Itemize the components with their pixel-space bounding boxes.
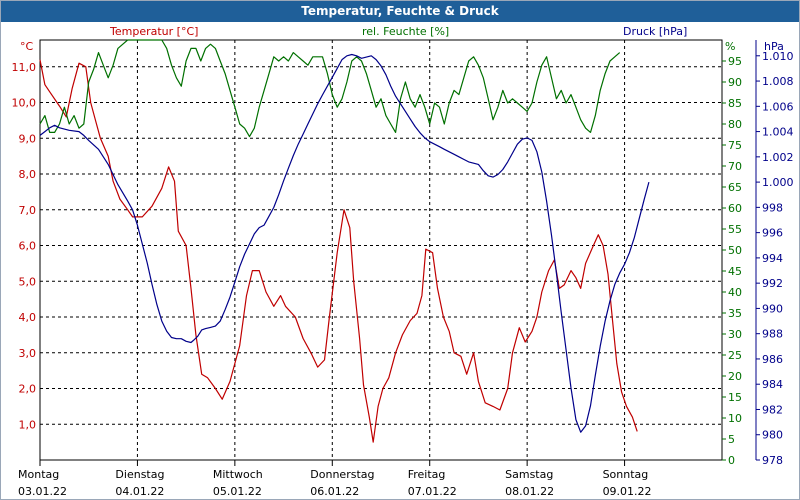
- humidity-tick-label: 25: [728, 349, 742, 362]
- x-tick-day-name: Freitag: [408, 468, 446, 481]
- temperature-axis-title: Temperatur [°C]: [109, 25, 198, 38]
- pressure-tick-label: 1.010: [762, 50, 794, 63]
- pressure-tick-label: 986: [762, 353, 783, 366]
- series-line-humidity: [39, 39, 621, 138]
- x-tick-day-name: Sonntag: [603, 468, 649, 481]
- humidity-tick-label: 35: [728, 307, 742, 320]
- temperature-tick-label: 10,0: [12, 97, 37, 110]
- humidity-tick-label: 70: [728, 160, 742, 173]
- x-tick-day-name: Montag: [18, 468, 59, 481]
- humidity-tick-label: 80: [728, 118, 742, 131]
- pressure-tick-label: 982: [762, 403, 783, 416]
- humidity-tick-label: 30: [728, 328, 742, 341]
- x-tick-date: 05.01.22: [213, 485, 262, 498]
- series-line-temperature: [39, 59, 638, 443]
- pressure-tick-label: 978: [762, 454, 783, 467]
- temperature-tick-label: 4,0: [19, 311, 37, 324]
- grid: [40, 40, 722, 460]
- humidity-tick-label: 65: [728, 181, 742, 194]
- x-tick-date: 06.01.22: [310, 485, 359, 498]
- pressure-tick-label: 980: [762, 429, 783, 442]
- humidity-tick-label: 0: [728, 454, 735, 467]
- pressure-tick-label: 984: [762, 378, 783, 391]
- pressure-tick-label: 988: [762, 328, 783, 341]
- chart-title: Temperatur, Feuchte & Druck: [1, 1, 799, 22]
- humidity-tick-label: 20: [728, 370, 742, 383]
- temperature-unit-label: °C: [20, 40, 34, 53]
- series-line-pressure: [39, 53, 650, 433]
- temperature-tick-label: 8,0: [19, 168, 37, 181]
- x-tick-day-name: Donnerstag: [310, 468, 374, 481]
- humidity-tick-label: 60: [728, 202, 742, 215]
- x-tick-day-name: Samstag: [505, 468, 553, 481]
- temperature-tick-label: 7,0: [19, 204, 37, 217]
- humidity-tick-label: 40: [728, 286, 742, 299]
- x-tick-day-name: Dienstag: [115, 468, 164, 481]
- x-tick-date: 09.01.22: [603, 485, 652, 498]
- x-tick-day-name: Mittwoch: [213, 468, 263, 481]
- humidity-tick-label: 5: [728, 433, 735, 446]
- series-layer: [39, 39, 650, 443]
- humidity-tick-label: 75: [728, 139, 742, 152]
- axes-text: 1,0 2,0 3,0 4,0 5,0 6,0 7,0 8,0 9,0 10,0 11,0 °C Tem…: [12, 25, 794, 498]
- humidity-tick-label: 15: [728, 391, 742, 404]
- pressure-tick-label: 990: [762, 302, 783, 315]
- humidity-tick-label: 85: [728, 97, 742, 110]
- temperature-tick-label: 1,0: [19, 418, 37, 431]
- humidity-tick-label: 45: [728, 265, 742, 278]
- humidity-axis-title: rel. Feuchte [%]: [362, 25, 449, 38]
- humidity-tick-label: 95: [728, 55, 742, 68]
- temperature-tick-label: 5,0: [19, 275, 37, 288]
- humidity-tick-label: 10: [728, 412, 742, 425]
- pressure-tick-label: 1.000: [762, 176, 794, 189]
- pressure-tick-label: 992: [762, 277, 783, 290]
- x-tick-date: 03.01.22: [18, 485, 67, 498]
- x-tick-date: 07.01.22: [408, 485, 457, 498]
- temperature-tick-label: 6,0: [19, 240, 37, 253]
- pressure-tick-label: 996: [762, 227, 783, 240]
- pressure-unit-label: hPa: [764, 40, 784, 53]
- temperature-tick-label: 11,0: [12, 61, 37, 74]
- pressure-axis-title: Druck [hPa]: [623, 25, 687, 38]
- pressure-tick-label: 1.006: [762, 100, 794, 113]
- humidity-tick-label: 50: [728, 244, 742, 257]
- pressure-tick-label: 994: [762, 252, 783, 265]
- humidity-unit-label: %: [725, 40, 735, 53]
- x-tick-date: 08.01.22: [505, 485, 554, 498]
- temperature-tick-label: 9,0: [19, 132, 37, 145]
- pressure-tick-label: 1.008: [762, 75, 794, 88]
- temperature-tick-label: 2,0: [19, 383, 37, 396]
- x-tick-date: 04.01.22: [115, 485, 164, 498]
- humidity-tick-label: 90: [728, 76, 742, 89]
- pressure-tick-label: 1.002: [762, 151, 794, 164]
- temperature-tick-label: 3,0: [19, 347, 37, 360]
- pressure-tick-label: 1.004: [762, 126, 794, 139]
- humidity-tick-label: 55: [728, 223, 742, 236]
- pressure-tick-label: 998: [762, 201, 783, 214]
